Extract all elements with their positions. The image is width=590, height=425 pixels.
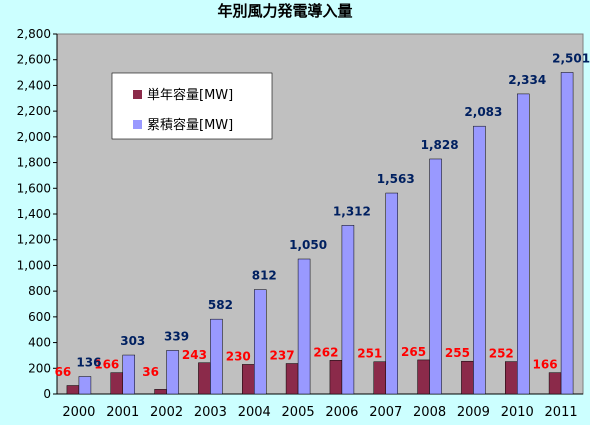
bar-cumulative [429, 158, 442, 395]
y-tick-label: 800 [28, 284, 51, 298]
data-label-annual: 262 [313, 345, 338, 359]
y-tick-label: 600 [28, 310, 51, 324]
y-tick-label: 200 [28, 361, 51, 375]
data-label-cumulative: 136 [76, 356, 101, 370]
legend: 単年容量[MW] 累積容量[MW] [111, 72, 273, 140]
bar-cumulative [473, 125, 486, 395]
y-tick-label: 1,000 [17, 258, 51, 272]
y-tick-label: 1,400 [17, 207, 51, 221]
y-tick-label: 2,000 [17, 130, 51, 144]
x-tick-label: 2009 [457, 405, 490, 420]
y-tick-label: 0 [43, 387, 51, 401]
bar-annual [154, 389, 167, 395]
data-label-annual: 166 [533, 358, 558, 372]
data-label-annual: 237 [270, 349, 295, 363]
y-tick-label: 2,200 [17, 104, 51, 118]
bar-annual [461, 360, 474, 395]
data-label-cumulative: 1,050 [289, 238, 327, 252]
bar-annual [110, 372, 123, 395]
y-tick-label: 2,800 [17, 27, 51, 41]
x-tick-label: 2002 [150, 405, 183, 420]
y-axis: 0 200 400 600 800 1,000 1,200 1,400 1,600 1,800 2,… [17, 27, 58, 401]
data-label-annual: 230 [226, 349, 251, 363]
bar-annual [373, 361, 386, 395]
legend-swatch-cumulative [133, 120, 142, 129]
bar-annual [417, 359, 430, 395]
x-tick-label: 2007 [369, 405, 402, 420]
data-label-cumulative: 2,083 [464, 105, 502, 119]
data-label-annual: 36 [142, 365, 159, 379]
data-label-cumulative: 812 [252, 269, 277, 283]
data-label-cumulative: 2,334 [508, 73, 546, 87]
x-tick-label: 2001 [106, 405, 139, 420]
bar-annual [285, 363, 299, 395]
data-label-annual: 255 [445, 346, 470, 360]
data-label-annual: 66 [55, 365, 72, 379]
data-label-cumulative: 1,563 [377, 172, 415, 186]
data-label-annual: 251 [357, 347, 382, 361]
bar-cumulative [297, 258, 311, 395]
y-tick-label: 2,400 [17, 78, 51, 92]
data-label-cumulative: 1,828 [421, 138, 459, 152]
data-label-cumulative: 1,312 [333, 204, 371, 218]
bars [66, 72, 574, 395]
x-tick-label: 2005 [282, 405, 315, 420]
bar-annual [329, 360, 343, 395]
bar-annual [198, 362, 211, 395]
bar-annual [548, 372, 562, 395]
bar-annual [242, 364, 255, 395]
bar-cumulative [166, 350, 179, 395]
x-tick-label: 2000 [62, 405, 95, 420]
y-tick-label: 1,200 [17, 233, 51, 247]
y-tick-label: 1,600 [17, 181, 51, 195]
bar-cumulative [254, 289, 267, 395]
bar-cumulative [122, 354, 135, 395]
x-axis: 2000 2001 2002 2003 2004 2005 2006 2007 2008 2009… [57, 393, 583, 420]
bar-cumulative [78, 376, 92, 395]
legend-label-annual: 単年容量[MW] [147, 87, 233, 103]
data-label-annual: 252 [489, 347, 514, 361]
x-tick-label: 2011 [545, 405, 578, 420]
x-tick-label: 2010 [501, 405, 534, 420]
bar-cumulative [560, 72, 574, 395]
data-label-annual: 265 [401, 345, 426, 359]
legend-label-cumulative: 累積容量[MW] [147, 117, 233, 133]
data-label-annual: 243 [182, 348, 207, 362]
bar-cumulative [341, 225, 355, 395]
y-tick-label: 400 [28, 336, 51, 350]
data-label-cumulative: 582 [208, 298, 233, 312]
data-label-annual: 166 [94, 358, 119, 372]
bar-cumulative [385, 192, 398, 395]
y-tick-label: 1,800 [17, 156, 51, 170]
x-tick-label: 2006 [325, 405, 358, 420]
data-label-cumulative: 339 [164, 329, 189, 343]
legend-swatch-annual [133, 90, 142, 99]
data-label-cumulative: 2,501 [552, 51, 590, 65]
bar-annual [505, 361, 518, 395]
chart-title: 年別風力発電導入量 [217, 2, 352, 20]
y-tick-label: 2,600 [17, 53, 51, 67]
x-tick-label: 2003 [194, 405, 227, 420]
data-label-cumulative: 303 [120, 334, 145, 348]
bar-cumulative [210, 318, 223, 395]
bar-cumulative [517, 93, 530, 395]
bar-annual [66, 385, 80, 395]
x-tick-label: 2004 [238, 405, 271, 420]
x-tick-label: 2008 [413, 405, 446, 420]
